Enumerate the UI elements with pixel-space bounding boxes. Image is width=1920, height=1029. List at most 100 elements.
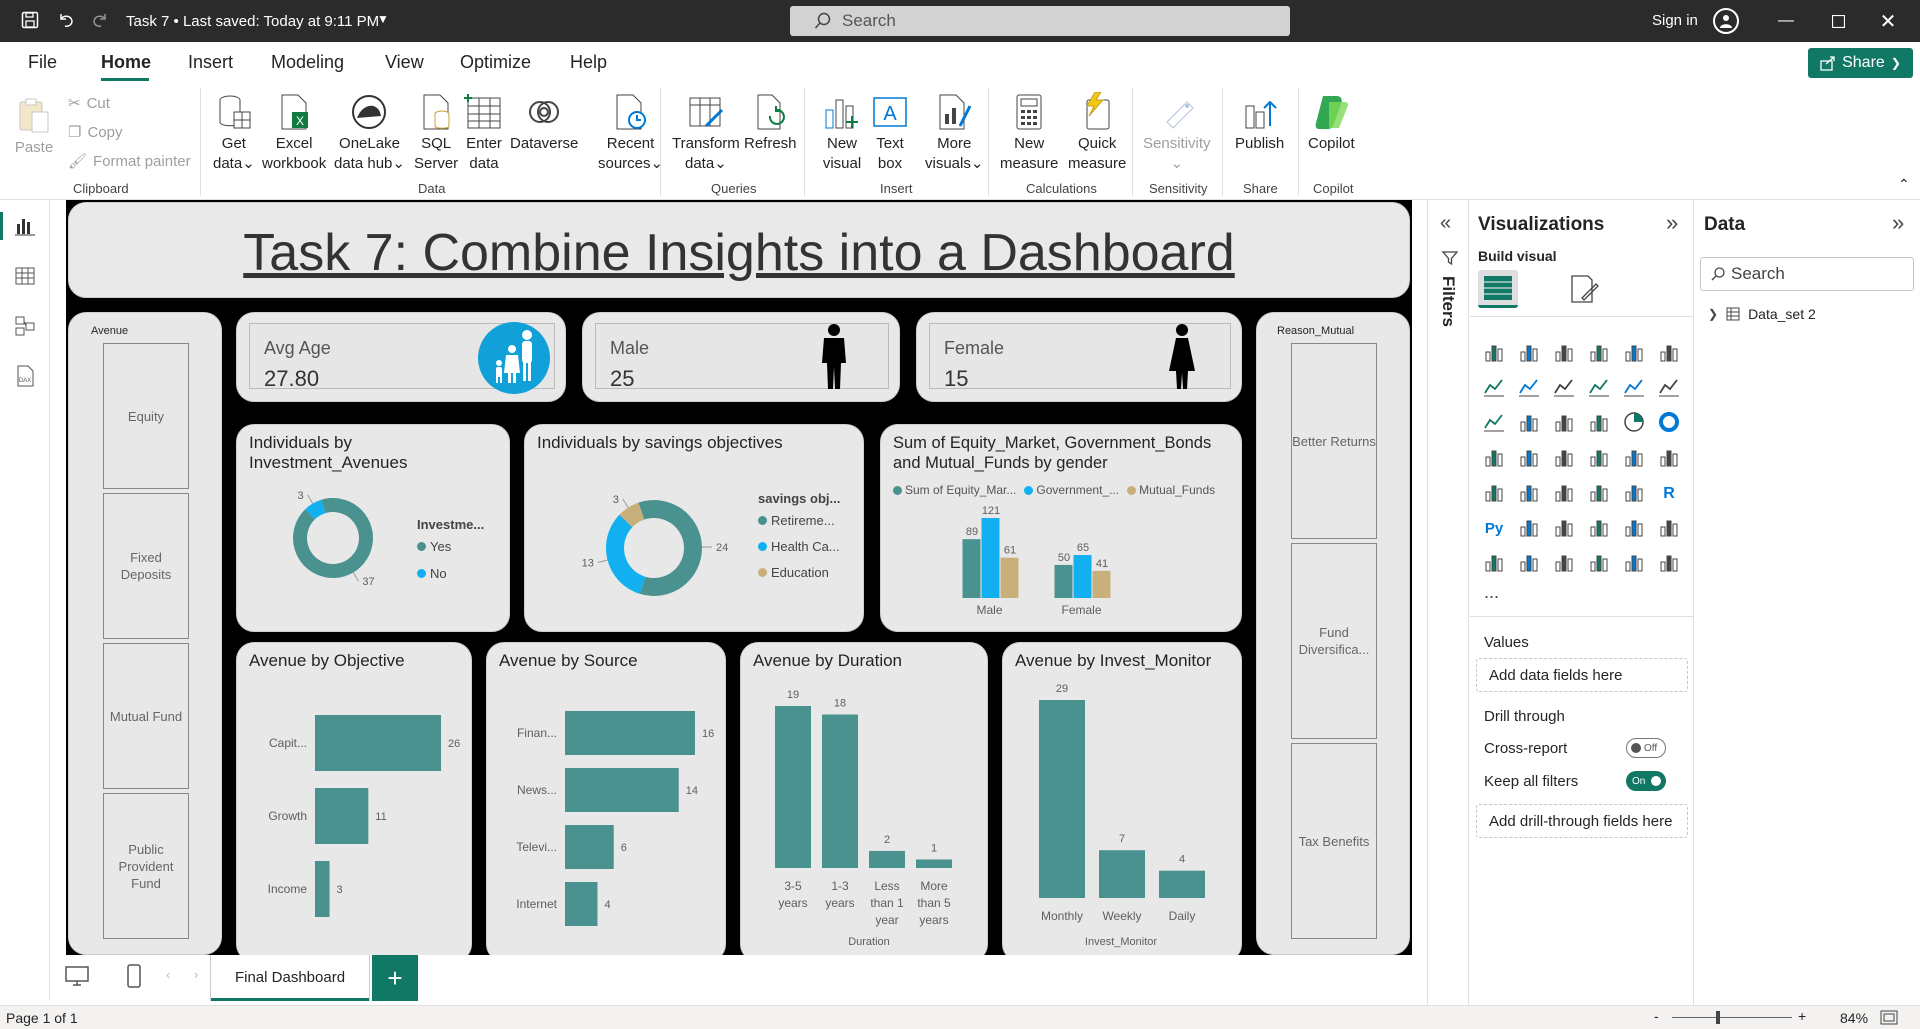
bar-shape[interactable] [1491,345,1497,362]
bar-shape[interactable] [1532,453,1538,467]
menu-insert[interactable]: Insert [188,52,234,72]
bar-shape[interactable] [1596,485,1602,502]
bar-shape[interactable] [1590,526,1596,537]
bar-chart-avenue-by-source[interactable]: Finan... 16 News... 14 Televi... 6 Internet 4 [487,643,727,955]
bar-shape[interactable] [1672,348,1678,362]
clustered-bar-chart-gender[interactable]: 89 121 61 Male 50 65 41 Female [881,425,1243,633]
bar-shape[interactable] [1602,418,1608,432]
bar-shape[interactable] [1567,523,1573,537]
leader-line[interactable] [597,559,608,564]
report-canvas[interactable]: Task 7: Combine Insights into a Dashboar… [66,200,1412,955]
menu-view[interactable]: View [385,52,424,72]
legend-item-yes[interactable]: Yes [417,539,451,554]
bar-shape[interactable] [1596,415,1602,432]
python-visual-icon[interactable]: Py [1482,515,1506,539]
bar-shape[interactable] [1631,345,1637,362]
bar-shape[interactable] [1637,558,1643,572]
bar-income[interactable] [315,861,330,917]
bar-shape[interactable] [1660,561,1666,572]
account-icon[interactable] [1713,8,1739,34]
bar-shape[interactable] [1555,421,1561,432]
values-field-well[interactable]: Add data fields here [1476,658,1688,692]
legend-item-health[interactable]: Health Ca... [758,539,840,554]
chart-card-avenue-by-duration[interactable]: Avenue by Duration 19 3-5 years 18 1-3 years 2… [740,642,988,955]
bar-shape[interactable] [1590,421,1596,432]
bar-male-series-1[interactable] [981,518,1000,598]
new-measure-button[interactable]: New measure [1000,92,1058,174]
map-icon[interactable] [1517,445,1541,469]
bar-lessthan1year[interactable] [869,850,905,868]
bar-shape[interactable] [1672,558,1678,572]
bar-shape[interactable] [1555,456,1561,467]
line-shape[interactable] [1589,379,1608,394]
donut-chart-investment-avenues[interactable]: 37 3 [237,425,511,633]
document-title[interactable]: Task 7 • Last saved: Today at 9:11 PM [126,13,380,30]
line-icon[interactable] [1482,375,1506,399]
bar-male-series-2[interactable] [1000,557,1019,598]
leader-line[interactable] [622,498,629,508]
enter-data-button[interactable]: Enter data [464,92,504,174]
bar-shape[interactable] [1555,351,1561,362]
donut-slice-education[interactable] [618,502,646,530]
chart-card-investment-avenues[interactable]: Individuals by Investment_Avenues 37 3 In… [236,424,510,632]
quick-measure-button[interactable]: Quick measure [1068,92,1126,174]
donut-slice-no[interactable] [304,499,326,521]
line-shape[interactable] [1659,379,1678,394]
metrics-icon[interactable] [1657,515,1681,539]
line-shape[interactable] [1484,379,1503,394]
bar-shape[interactable] [1532,348,1538,362]
bar-shape[interactable] [1497,488,1503,502]
bar-shape[interactable] [1666,520,1672,537]
bar-weekly[interactable] [1099,850,1145,898]
key-influencers-icon[interactable] [1517,515,1541,539]
sql-server-button[interactable]: SQL Server [414,92,458,174]
expand-filters-icon[interactable]: « [1440,212,1452,234]
bar-13years[interactable] [822,714,858,868]
chart-card-avenue-by-invest-monitor[interactable]: Avenue by Invest_Monitor 29 Monthly 7 Weekl… [1002,642,1242,955]
bar-shape[interactable] [1485,351,1491,362]
slicer-item-fixed-deposits[interactable]: Fixed Deposits [103,493,189,639]
copilot-button[interactable]: Copilot [1308,92,1355,154]
collapse-ribbon-icon[interactable]: ⌃ [1898,176,1910,192]
zoom-out-button[interactable]: - [1654,1008,1659,1024]
more-visuals-button[interactable]: More visuals⌄ [925,92,983,174]
bar-shape[interactable] [1561,345,1567,362]
refresh-button[interactable]: Refresh [744,92,797,154]
donut-group[interactable] [593,487,715,609]
bar-shape[interactable] [1631,450,1637,467]
scroll-left-icon[interactable]: ‹ [166,967,171,982]
bar-capit[interactable] [315,715,441,771]
global-search[interactable]: Search [790,6,1290,36]
line-shape[interactable] [1484,414,1503,429]
zoom-slider[interactable] [1672,1017,1792,1018]
model-view-icon[interactable] [13,314,37,338]
bar-shape[interactable] [1660,351,1666,362]
maximize-icon[interactable] [1818,6,1858,36]
slicer-item-mutual-fund[interactable]: Mutual Fund [103,643,189,789]
cross-report-toggle[interactable]: Off [1626,738,1666,758]
bar-shape[interactable] [1526,345,1532,362]
kpi-card-avg-age[interactable]: Avg Age 27.80 [236,312,566,402]
bar-shape[interactable] [1567,453,1573,467]
save-icon[interactable] [18,8,42,32]
100-stacked-bar-icon[interactable] [1622,340,1646,364]
zoom-in-button[interactable]: + [1798,1008,1807,1024]
bar-morethan5years[interactable] [916,859,952,868]
text-box-button[interactable]: A Text box [870,92,910,174]
bar-shape[interactable] [1631,555,1637,572]
legend-item-no[interactable]: No [417,566,447,581]
bar-shape[interactable] [1666,345,1672,362]
line-and-column-icon[interactable] [1622,375,1646,399]
share-button[interactable]: Share ❯ [1808,48,1913,78]
kpi-card-male[interactable]: Male 25 [582,312,900,402]
bar-chart-avenue-by-objective[interactable]: Capit... 26 Growth 11 Income 3 [237,643,473,955]
slicer-item-better-returns[interactable]: Better Returns [1291,343,1377,539]
100-stacked-column-icon[interactable] [1657,340,1681,364]
bar-shape[interactable] [1596,450,1602,467]
bar-shape[interactable] [1555,561,1561,572]
ribbon-chart-icon[interactable] [1482,410,1506,434]
format-visual-icon[interactable] [1566,272,1600,306]
donut-icon[interactable] [1657,410,1681,434]
line-shape[interactable] [1624,379,1643,394]
bar-monthly[interactable] [1039,700,1085,898]
